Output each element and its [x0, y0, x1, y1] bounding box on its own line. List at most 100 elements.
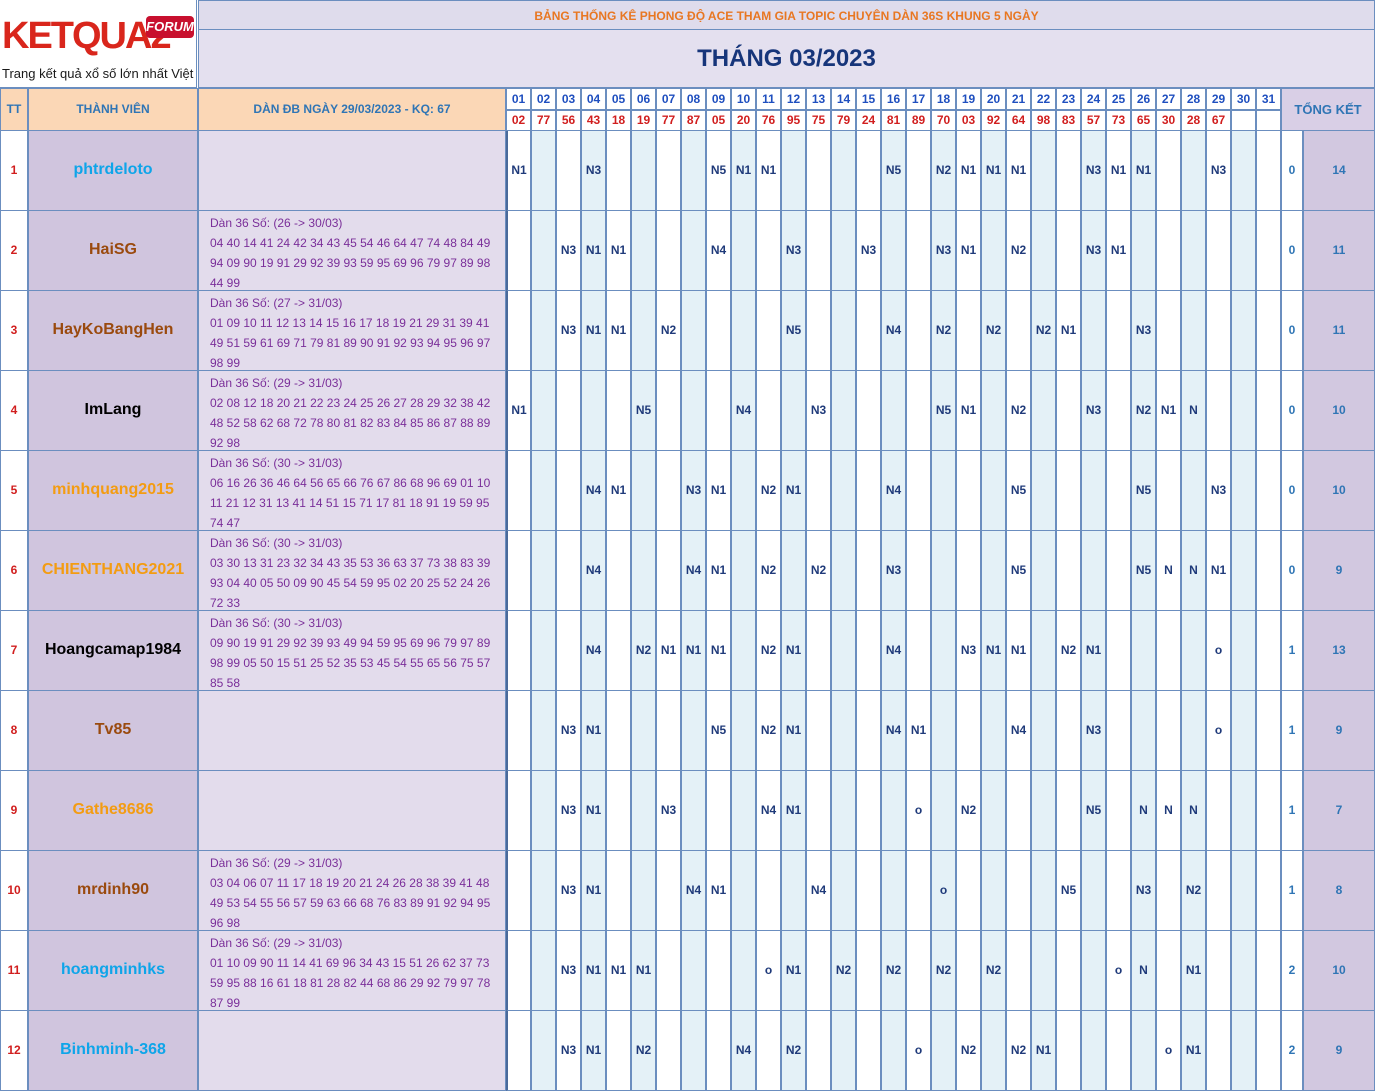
dan-heading: Dàn 36 Số: (30 -> 31/03) — [210, 456, 343, 470]
day-cell — [1006, 291, 1031, 371]
member-name[interactable]: minhquang2015 — [28, 451, 198, 531]
day-cell: N — [1131, 931, 1156, 1011]
day-cell — [756, 291, 781, 371]
day-cell — [831, 691, 856, 771]
day-cell: N — [1156, 531, 1181, 611]
day-result: 73 — [1106, 110, 1131, 131]
day-cell — [556, 451, 581, 531]
day-cell: N4 — [881, 291, 906, 371]
day-cell — [1131, 1011, 1156, 1091]
day-cell — [931, 611, 956, 691]
member-name[interactable]: ImLang — [28, 371, 198, 451]
day-cell — [1231, 771, 1256, 851]
day-cell — [1256, 851, 1281, 931]
day-cell: N1 — [606, 931, 631, 1011]
day-cell — [831, 771, 856, 851]
day-cell — [756, 851, 781, 931]
day-cell — [1031, 771, 1056, 851]
day-cell — [506, 771, 531, 851]
day-number: 03 — [556, 88, 581, 110]
member-dan: Dàn 36 Số: (29 -> 31/03) 03 04 06 07 11 1… — [198, 851, 506, 931]
day-cell — [606, 131, 631, 211]
day-cell: N — [1181, 531, 1206, 611]
day-cell — [1256, 371, 1281, 451]
dan-numbers-line: 01 09 10 11 12 13 14 15 16 17 18 19 21 2… — [210, 316, 490, 330]
header-tt: TT — [0, 88, 28, 131]
day-cell — [656, 691, 681, 771]
day-cell — [1256, 931, 1281, 1011]
day-cell — [1106, 371, 1131, 451]
day-cell — [956, 851, 981, 931]
day-number: 16 — [881, 88, 906, 110]
day-cell — [1106, 451, 1131, 531]
day-cell: N3 — [1206, 131, 1231, 211]
day-cell: N1 — [706, 451, 731, 531]
summary-wins: 0 — [1281, 371, 1303, 451]
dan-heading: Dàn 36 Số: (30 -> 31/03) — [210, 536, 343, 550]
day-cell — [831, 371, 856, 451]
member-dan — [198, 1011, 506, 1091]
day-result: 28 — [1181, 110, 1206, 131]
day-cell — [831, 531, 856, 611]
day-cell: N1 — [956, 131, 981, 211]
member-name[interactable]: Binhminh-368 — [28, 1011, 198, 1091]
day-cell — [631, 531, 656, 611]
day-cell — [656, 931, 681, 1011]
dan-numbers-line: 96 98 — [210, 916, 241, 930]
day-cell: N4 — [881, 691, 906, 771]
summary-wins: 0 — [1281, 451, 1303, 531]
member-name[interactable]: hoangminhks — [28, 931, 198, 1011]
dan-numbers-line: 59 95 88 16 61 18 81 28 82 44 68 86 29 9… — [210, 976, 491, 990]
dan-heading: Dàn 36 Số: (27 -> 31/03) — [210, 296, 343, 310]
row-number: 2 — [0, 211, 28, 291]
day-cell — [856, 771, 881, 851]
member-name[interactable]: HayKoBangHen — [28, 291, 198, 371]
day-cell — [881, 371, 906, 451]
day-cell — [631, 771, 656, 851]
summary-total: 10 — [1303, 451, 1375, 531]
day-cell: N5 — [1056, 851, 1081, 931]
member-dan — [198, 691, 506, 771]
row-number: 1 — [0, 131, 28, 211]
day-result: 65 — [1131, 110, 1156, 131]
day-cell: N5 — [1081, 771, 1106, 851]
site-logo[interactable]: KETQUA2 FORUM Trang kết quả xổ số lớn nh… — [0, 0, 224, 88]
day-cell: N2 — [756, 531, 781, 611]
day-cell: N4 — [731, 1011, 756, 1091]
day-number: 02 — [531, 88, 556, 110]
header-member: THÀNH VIÊN — [28, 88, 198, 131]
member-name[interactable]: HaiSG — [28, 211, 198, 291]
day-cell: o — [906, 1011, 931, 1091]
dan-numbers-line: 01 10 09 90 11 14 41 69 96 34 43 15 51 2… — [210, 956, 490, 970]
day-cell: o — [1156, 1011, 1181, 1091]
day-cell: N1 — [631, 931, 656, 1011]
day-cell: N1 — [981, 131, 1006, 211]
day-cell — [531, 851, 556, 931]
day-cell: N1 — [1206, 531, 1231, 611]
member-name[interactable]: phtrdeloto — [28, 131, 198, 211]
day-cell — [631, 851, 656, 931]
day-cell — [1031, 851, 1056, 931]
day-result: 77 — [531, 110, 556, 131]
day-cell — [631, 131, 656, 211]
day-number: 24 — [1081, 88, 1106, 110]
day-cell — [1081, 1011, 1106, 1091]
member-name[interactable]: Hoangcamap1984 — [28, 611, 198, 691]
day-cell — [1006, 771, 1031, 851]
member-name[interactable]: mrdinh90 — [28, 851, 198, 931]
day-cell: N3 — [881, 531, 906, 611]
member-name[interactable]: Gathe8686 — [28, 771, 198, 851]
day-cell: N2 — [981, 291, 1006, 371]
day-cell — [906, 531, 931, 611]
day-result: 56 — [556, 110, 581, 131]
day-cell: N3 — [556, 771, 581, 851]
day-cell: N1 — [956, 211, 981, 291]
row-number: 9 — [0, 771, 28, 851]
day-cell — [831, 1011, 856, 1091]
day-result — [1256, 110, 1281, 131]
day-cell — [506, 611, 531, 691]
member-name[interactable]: Tv85 — [28, 691, 198, 771]
day-cell: N4 — [681, 531, 706, 611]
day-number: 07 — [656, 88, 681, 110]
member-name[interactable]: CHIENTHANG2021 — [28, 531, 198, 611]
